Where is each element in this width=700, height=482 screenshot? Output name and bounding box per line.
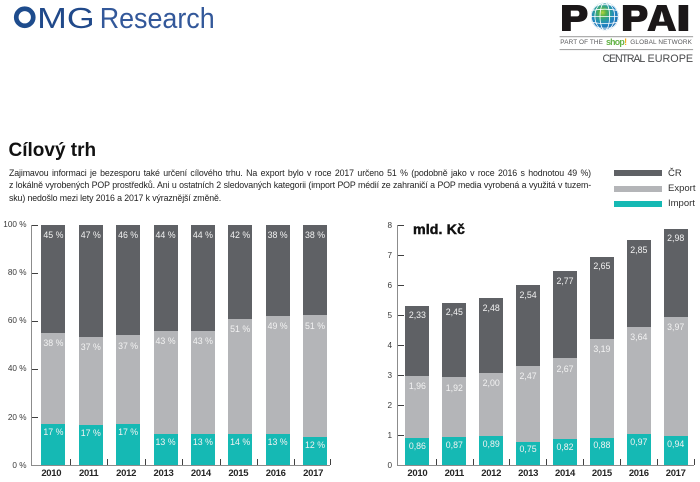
svg-text:CENTRAL: CENTRAL [603, 53, 646, 65]
svg-text:Research: Research [100, 3, 215, 35]
svg-text:PART OF THE: PART OF THE [560, 39, 603, 46]
svg-text:shop!: shop! [606, 37, 627, 47]
svg-text:GLOBAL NETWORK: GLOBAL NETWORK [630, 39, 692, 46]
svg-text:EUROPE: EUROPE [648, 53, 694, 65]
svg-text:MG: MG [37, 3, 94, 35]
